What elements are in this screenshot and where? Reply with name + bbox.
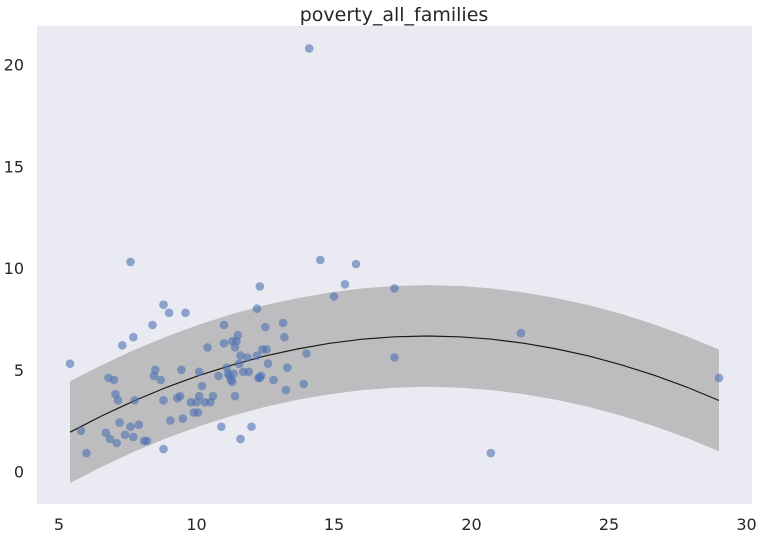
x-axis-ticks: 5 10 15 20 25 30 [54, 515, 757, 534]
scatter-point [219, 320, 229, 330]
scatter-point [280, 332, 289, 342]
scatter-point [261, 322, 270, 332]
scatter-point [112, 438, 121, 448]
x-tick-label: 25 [599, 515, 619, 534]
scatter-point [329, 292, 339, 301]
x-tick-label: 30 [736, 515, 756, 534]
scatter-point [351, 259, 361, 269]
y-tick-label: 0 [14, 463, 24, 482]
scatter-point [255, 282, 265, 291]
x-tick-label: 15 [324, 515, 344, 534]
scatter-point [244, 367, 254, 377]
scatter-point [126, 422, 135, 432]
y-tick-label: 5 [14, 361, 24, 380]
scatter-point [263, 359, 273, 369]
scatter-point [166, 416, 175, 425]
scatter-point [159, 444, 168, 454]
scatter-point [134, 420, 144, 430]
scatter-point [101, 428, 111, 438]
scatter-point [486, 448, 496, 458]
scatter-point [194, 367, 204, 377]
scatter-point [118, 341, 127, 350]
scatter-point [148, 320, 157, 330]
scatter-point [252, 304, 262, 314]
scatter-point [256, 371, 266, 381]
scatter-point [197, 381, 207, 391]
y-tick-label: 20 [4, 56, 24, 75]
scatter-point [236, 434, 245, 444]
scatter-point [214, 371, 223, 381]
scatter-point [203, 343, 212, 352]
scatter-point [316, 255, 325, 265]
scatter-point [269, 375, 278, 385]
scatter-point [234, 359, 244, 369]
scatter-point [129, 432, 138, 442]
scatter-point [120, 430, 130, 440]
scatter-point [175, 391, 185, 401]
scatter-point [156, 375, 165, 385]
scatter-point [181, 308, 190, 318]
scatter-point [236, 351, 245, 360]
scatter-point [159, 396, 168, 405]
scatter-point [178, 414, 188, 423]
scatter-points-layer [65, 44, 724, 458]
scatter-point [299, 379, 309, 389]
scatter-point [243, 353, 252, 362]
scatter-point [340, 280, 350, 289]
scatter-point [129, 332, 138, 342]
scatter-point [233, 330, 243, 340]
scatter-point [193, 408, 203, 417]
y-axis-ticks: 0 5 10 15 20 [4, 56, 24, 482]
scatter-point [159, 300, 168, 310]
scatter-point [208, 391, 218, 401]
scatter-point [194, 391, 204, 401]
scatter-point [113, 396, 123, 405]
scatter-point [714, 373, 724, 383]
y-tick-label: 10 [4, 259, 24, 278]
scatter-point [82, 448, 91, 458]
scatter-point [219, 339, 229, 348]
confidence-band-layer [70, 285, 719, 483]
scatter-point [252, 351, 262, 360]
scatter-point [283, 363, 292, 373]
scatter-point [142, 436, 152, 446]
scatter-point [302, 349, 311, 358]
scatter-point [281, 385, 291, 395]
scatter-point [230, 391, 240, 401]
x-tick-label: 10 [186, 515, 206, 534]
scatter-point [115, 418, 124, 427]
x-tick-label: 20 [461, 515, 481, 534]
scatter-point [65, 359, 75, 369]
scatter-point [262, 345, 271, 354]
scatter-point [304, 44, 314, 53]
fit-line [69, 335, 720, 433]
scatter-point [109, 375, 119, 385]
x-tick-label: 5 [54, 515, 64, 534]
y-tick-label: 15 [4, 157, 24, 176]
scatter-point [390, 284, 399, 293]
scatter-point [130, 396, 139, 405]
scatter-point [76, 426, 86, 436]
scatter-point [390, 353, 399, 362]
scatter-point [247, 422, 256, 432]
chart-title: poverty_all_families [300, 4, 489, 26]
scatter-point [126, 257, 135, 267]
scatter-point [151, 365, 160, 375]
scatter-point [177, 365, 186, 375]
scatter-point [217, 422, 226, 432]
scatter-point [278, 318, 288, 328]
scatter-point [164, 308, 174, 318]
fit-line-layer [69, 335, 720, 433]
scatter-point [229, 369, 238, 379]
scatter-point [228, 377, 237, 387]
scatter-point [516, 328, 526, 338]
confidence-band [70, 285, 719, 483]
scatter-point [105, 434, 115, 444]
